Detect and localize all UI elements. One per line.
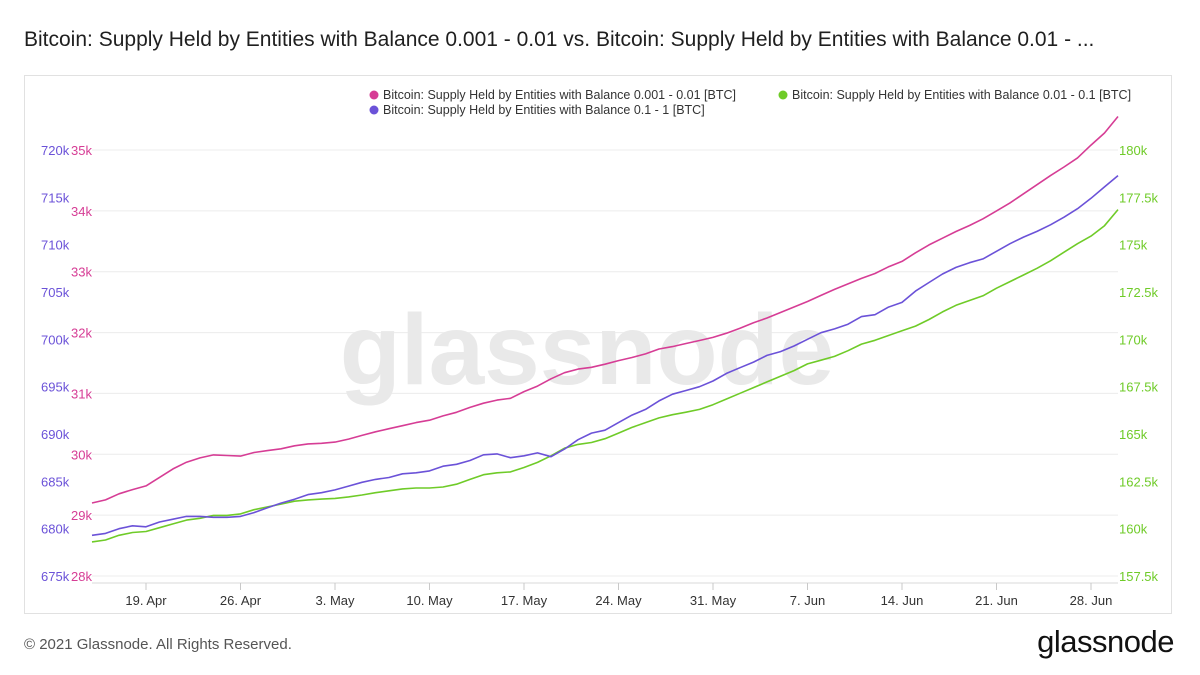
- legend-label: Bitcoin: Supply Held by Entities with Ba…: [383, 88, 736, 102]
- right-tick-label: 177.5k: [1119, 190, 1159, 205]
- x-tick-label: 17. May: [501, 593, 548, 608]
- copyright-footer: © 2021 Glassnode. All Rights Reserved.: [24, 636, 292, 653]
- left-outer-tick-label: 680k: [41, 522, 70, 537]
- grid: [92, 149, 1118, 577]
- series-line-2: [91, 209, 1119, 543]
- left-outer-tick-label: 700k: [41, 332, 70, 347]
- left-outer-tick-label: 685k: [41, 474, 70, 489]
- x-tick-label: 26. Apr: [220, 593, 262, 608]
- watermark: glassnode: [340, 294, 835, 406]
- right-tick-label: 180k: [1119, 143, 1148, 158]
- left-inner-tick-label: 34k: [71, 204, 92, 219]
- left-outer-tick-label: 705k: [41, 285, 70, 300]
- x-tick-label: 3. May: [315, 593, 355, 608]
- x-tick-label: 19. Apr: [125, 593, 167, 608]
- left-outer-tick-label: 720k: [41, 143, 70, 158]
- left-inner-tick-label: 32k: [71, 326, 92, 341]
- x-tick-label: 24. May: [595, 593, 642, 608]
- series-line-3: [91, 174, 1119, 537]
- series-lines: [91, 115, 1119, 543]
- right-tick-label: 157.5k: [1119, 569, 1159, 584]
- right-tick-label: 172.5k: [1119, 285, 1159, 300]
- x-tick-label: 10. May: [406, 593, 453, 608]
- left-inner-tick-label: 31k: [71, 386, 92, 401]
- x-tick-label: 31. May: [690, 593, 737, 608]
- left-outer-tick-label: 690k: [41, 427, 70, 442]
- chart-frame: [24, 75, 1172, 614]
- legend-label: Bitcoin: Supply Held by Entities with Ba…: [792, 88, 1131, 102]
- x-tick-label: 7. Jun: [790, 593, 825, 608]
- left-inner-tick-label: 33k: [71, 265, 92, 280]
- left-outer-tick-label: 675k: [41, 569, 70, 584]
- legend: Bitcoin: Supply Held by Entities with Ba…: [369, 88, 1131, 117]
- left-inner-tick-label: 29k: [71, 508, 92, 523]
- x-axis: 19. Apr 26. Apr 3. May 10. May 17. May 24. Ma…: [92, 582, 1118, 608]
- legend-marker: [369, 90, 379, 100]
- left-inner-tick-label: 28k: [71, 569, 92, 584]
- x-tick-label: 21. Jun: [975, 593, 1018, 608]
- right-tick-label: 160k: [1119, 522, 1148, 537]
- x-tick-label: 28. Jun: [1070, 593, 1113, 608]
- right-axis: 157.5k 160k 162.5k 165k 167.5k 170k 172.5k 175k…: [1119, 143, 1159, 584]
- series-line-1: [91, 115, 1119, 504]
- legend-marker: [778, 90, 788, 100]
- left-inner-tick-label: 30k: [71, 447, 92, 462]
- chart-title: Bitcoin: Supply Held by Entities with Ba…: [24, 28, 1095, 51]
- left-outer-axis: 675k 680k 685k 690k 695k 700k 705k 710k 715k 720k: [41, 143, 70, 584]
- right-tick-label: 167.5k: [1119, 380, 1159, 395]
- left-inner-tick-label: 35k: [71, 143, 92, 158]
- left-outer-tick-label: 710k: [41, 238, 70, 253]
- right-tick-label: 175k: [1119, 238, 1148, 253]
- left-outer-tick-label: 715k: [41, 190, 70, 205]
- left-inner-axis: 28k 29k 30k 31k 32k 33k 34k 35k: [71, 143, 92, 584]
- right-tick-label: 165k: [1119, 427, 1148, 442]
- right-tick-label: 170k: [1119, 332, 1148, 347]
- right-tick-label: 162.5k: [1119, 474, 1159, 489]
- glassnode-logo: glassnode: [1037, 624, 1174, 659]
- x-tick-label: 14. Jun: [881, 593, 924, 608]
- legend-label: Bitcoin: Supply Held by Entities with Ba…: [383, 103, 705, 117]
- left-outer-tick-label: 695k: [41, 380, 70, 395]
- legend-marker: [369, 105, 379, 115]
